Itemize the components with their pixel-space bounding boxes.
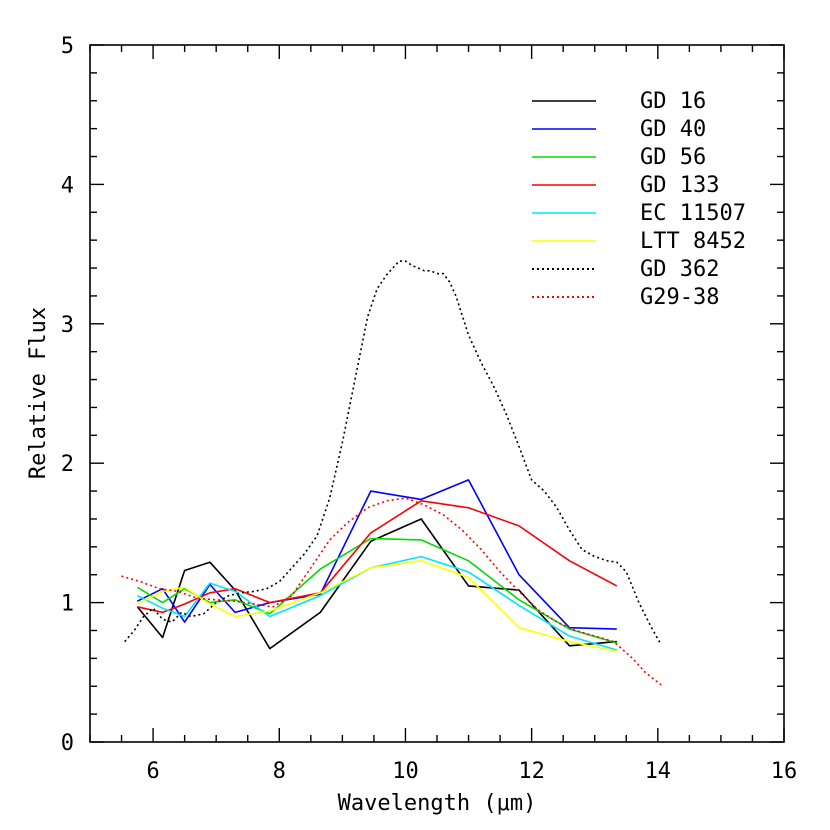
series-line-ec-11507: [136, 555, 618, 651]
y-tick-label: 4: [61, 173, 74, 198]
series-line-gd-133: [137, 499, 618, 614]
x-tick-label: 16: [771, 759, 798, 784]
series-line-gd-40: [136, 479, 617, 630]
legend-label: GD 133: [640, 173, 719, 198]
x-tick-label: 6: [146, 759, 159, 784]
legend-label: EC 11507: [640, 201, 746, 226]
y-tick-label: 3: [61, 313, 74, 338]
legend-label: GD 16: [640, 89, 706, 114]
x-tick-label: 14: [645, 759, 672, 784]
y-tick-label: 1: [61, 592, 74, 617]
x-tick-label: 8: [273, 759, 286, 784]
y-axis-label: Relative Flux: [26, 307, 51, 479]
legend-label: GD 56: [640, 145, 706, 170]
x-tick-label: 10: [392, 759, 419, 784]
x-axis-label: Wavelength (μm): [338, 791, 537, 816]
legend: GD 16 GD 40 GD 56 GD 133 EC 11507 LTT 8452 GD …: [532, 89, 746, 310]
legend-label: GD 40: [640, 117, 706, 142]
x-tick-label: 12: [518, 759, 545, 784]
series-line-gd-362: [124, 260, 662, 645]
series-line-ltt-8452: [136, 559, 617, 653]
y-tick-label: 2: [61, 452, 74, 477]
series-layer: [121, 260, 662, 686]
y-tick-label: 5: [61, 34, 74, 59]
legend-label: GD 362: [640, 257, 719, 282]
axis-ticks: [89, 44, 785, 743]
series-line-gd-16: [136, 518, 617, 650]
series-line-g29-38: [121, 497, 662, 686]
legend-label: G29-38: [640, 285, 719, 310]
series-line-gd-56: [136, 537, 618, 644]
legend-label: LTT 8452: [640, 229, 746, 254]
y-tick-label: 0: [61, 731, 74, 756]
